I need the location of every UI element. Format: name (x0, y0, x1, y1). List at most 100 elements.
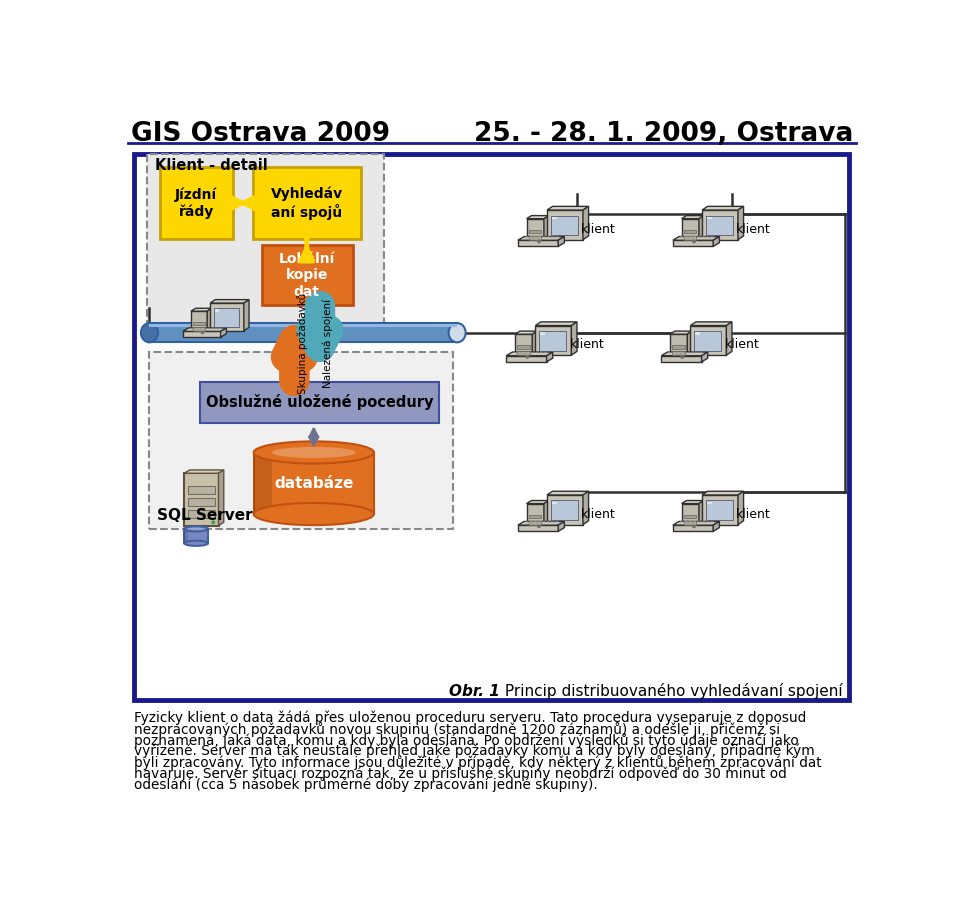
Polygon shape (558, 522, 564, 532)
Polygon shape (253, 452, 272, 514)
FancyBboxPatch shape (147, 154, 383, 331)
FancyBboxPatch shape (706, 216, 733, 235)
Polygon shape (219, 470, 224, 525)
FancyBboxPatch shape (159, 167, 233, 239)
Polygon shape (702, 352, 708, 362)
Polygon shape (517, 237, 564, 241)
FancyBboxPatch shape (182, 331, 221, 337)
FancyBboxPatch shape (684, 236, 696, 240)
Polygon shape (536, 322, 577, 326)
Ellipse shape (253, 503, 373, 525)
Text: Lokální
kopie
dat: Lokální kopie dat (278, 253, 335, 298)
Polygon shape (738, 207, 744, 240)
Text: Princip distribuovaného vyhledávaní spojení: Princip distribuovaného vyhledávaní spoj… (500, 684, 842, 699)
Circle shape (538, 525, 540, 528)
FancyBboxPatch shape (527, 503, 544, 530)
FancyBboxPatch shape (684, 230, 696, 233)
Polygon shape (515, 331, 538, 334)
FancyBboxPatch shape (517, 241, 558, 246)
FancyBboxPatch shape (184, 529, 208, 544)
FancyBboxPatch shape (551, 216, 578, 235)
Ellipse shape (141, 323, 158, 342)
FancyBboxPatch shape (673, 525, 713, 532)
FancyBboxPatch shape (515, 334, 532, 360)
Polygon shape (727, 322, 732, 355)
Text: klient: klient (581, 508, 616, 521)
Text: klient: klient (725, 339, 759, 351)
FancyBboxPatch shape (213, 308, 239, 327)
Ellipse shape (184, 541, 208, 546)
Text: databáze: databáze (274, 476, 353, 490)
FancyBboxPatch shape (552, 501, 557, 504)
Polygon shape (682, 501, 704, 503)
Polygon shape (547, 207, 588, 210)
FancyBboxPatch shape (707, 501, 712, 504)
FancyBboxPatch shape (694, 331, 721, 350)
FancyBboxPatch shape (682, 503, 699, 530)
Text: nezpracovaných požadavků novou skupinu (standardně 1200 záznamů) a odešle ji, př: nezpracovaných požadavků novou skupinu (… (134, 722, 780, 737)
FancyBboxPatch shape (506, 356, 546, 362)
Text: Obr. 1: Obr. 1 (449, 684, 500, 699)
Polygon shape (558, 237, 564, 246)
Circle shape (538, 241, 540, 242)
Polygon shape (546, 352, 553, 362)
FancyBboxPatch shape (661, 356, 702, 362)
Polygon shape (661, 352, 708, 356)
Text: byli zpracovány. Tyto informace jsou důležité v případě, kdy některý z klientů b: byli zpracovány. Tyto informace jsou důl… (134, 755, 822, 770)
Text: klient: klient (581, 222, 616, 236)
Polygon shape (527, 216, 549, 219)
FancyBboxPatch shape (529, 236, 541, 240)
Polygon shape (207, 308, 212, 336)
FancyBboxPatch shape (552, 217, 557, 220)
FancyBboxPatch shape (547, 495, 583, 524)
FancyBboxPatch shape (702, 210, 738, 240)
Ellipse shape (188, 528, 204, 530)
Text: Vyhledáv
aní spojů: Vyhledáv aní spojů (271, 187, 343, 220)
FancyBboxPatch shape (529, 514, 541, 519)
FancyBboxPatch shape (210, 303, 244, 331)
FancyBboxPatch shape (184, 473, 219, 525)
Polygon shape (713, 522, 719, 532)
Polygon shape (571, 322, 577, 355)
Circle shape (202, 331, 204, 334)
Polygon shape (673, 237, 719, 241)
Text: poznamená, jaká data, komu a kdy byla odeslána. Po obdržení výsledků si tyto úda: poznamená, jaká data, komu a kdy byla od… (134, 733, 799, 748)
Polygon shape (517, 522, 564, 525)
FancyBboxPatch shape (540, 331, 566, 350)
FancyBboxPatch shape (695, 332, 700, 335)
Text: odeslání (cca 5 násobek průměrné doby zpracování jedné skupiny).: odeslání (cca 5 násobek průměrné doby zp… (134, 778, 598, 792)
FancyBboxPatch shape (529, 521, 541, 524)
FancyBboxPatch shape (150, 352, 453, 530)
Circle shape (693, 241, 695, 242)
Ellipse shape (272, 447, 356, 458)
Text: vyřízené. Server má tak neustále přehled jaké požadavky komu a kdy byly odeslány: vyřízené. Server má tak neustále přehled… (134, 744, 815, 759)
FancyBboxPatch shape (191, 311, 207, 336)
Polygon shape (532, 331, 538, 360)
Polygon shape (673, 522, 719, 525)
FancyBboxPatch shape (536, 326, 571, 355)
Text: Nalezená spojení: Nalezená spojení (323, 299, 333, 388)
Text: klient: klient (569, 339, 604, 351)
Polygon shape (687, 331, 692, 360)
FancyBboxPatch shape (529, 230, 541, 233)
Polygon shape (699, 216, 704, 244)
Circle shape (693, 525, 695, 528)
FancyBboxPatch shape (187, 487, 215, 494)
Polygon shape (527, 501, 549, 503)
FancyBboxPatch shape (684, 521, 696, 524)
FancyBboxPatch shape (517, 345, 530, 349)
FancyBboxPatch shape (193, 328, 204, 331)
Text: klient: klient (736, 508, 771, 521)
FancyBboxPatch shape (262, 245, 352, 305)
Polygon shape (191, 308, 212, 311)
Text: Skupina požadavků: Skupina požadavků (297, 293, 307, 394)
FancyBboxPatch shape (673, 241, 713, 246)
Text: Fyzicky klient o data žádá přes uloženou proceduru serveru. Tato procedura vysep: Fyzicky klient o data žádá přes uloženou… (134, 710, 806, 725)
FancyBboxPatch shape (670, 334, 687, 360)
Text: klient: klient (736, 222, 771, 236)
Circle shape (212, 521, 214, 523)
FancyBboxPatch shape (200, 382, 440, 424)
FancyBboxPatch shape (187, 498, 215, 506)
Polygon shape (713, 237, 719, 246)
FancyBboxPatch shape (547, 210, 583, 240)
